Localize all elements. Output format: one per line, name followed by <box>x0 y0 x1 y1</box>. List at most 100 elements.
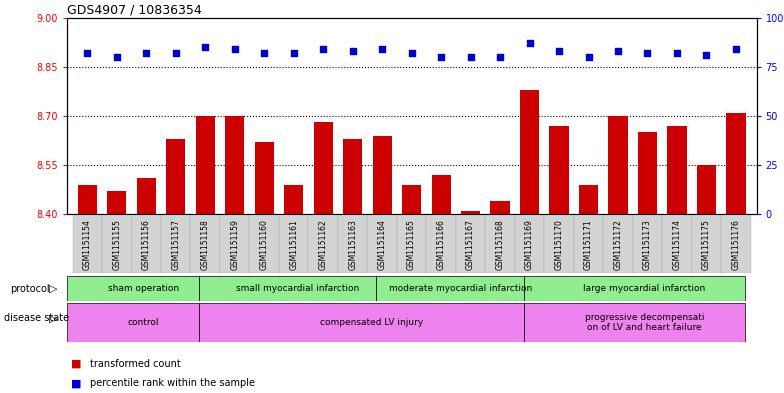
Bar <box>491 201 510 214</box>
Point <box>583 54 595 60</box>
Bar <box>136 178 156 214</box>
Bar <box>67 303 199 342</box>
Bar <box>191 215 220 273</box>
Bar <box>662 215 691 273</box>
Point <box>553 48 565 54</box>
Point <box>228 46 241 52</box>
Bar <box>107 191 126 214</box>
Point <box>523 40 535 46</box>
Bar <box>515 215 544 273</box>
Text: GSM1151170: GSM1151170 <box>554 220 564 270</box>
Point <box>169 50 182 56</box>
Bar <box>161 215 191 273</box>
Text: GSM1151154: GSM1151154 <box>83 220 92 270</box>
Point <box>288 50 300 56</box>
Bar <box>544 215 574 273</box>
Text: GSM1151163: GSM1151163 <box>348 220 358 270</box>
Text: GSM1151167: GSM1151167 <box>466 220 475 270</box>
Point <box>730 46 742 52</box>
Point <box>347 48 359 54</box>
Point <box>670 50 683 56</box>
Bar <box>456 215 485 273</box>
Text: sham operation: sham operation <box>107 284 179 293</box>
Bar <box>67 276 199 301</box>
Text: moderate myocardial infarction: moderate myocardial infarction <box>389 284 532 293</box>
Text: percentile rank within the sample: percentile rank within the sample <box>90 378 255 388</box>
Text: GSM1151166: GSM1151166 <box>437 220 445 270</box>
Bar <box>78 185 97 214</box>
Bar <box>132 215 161 273</box>
Bar <box>524 303 745 342</box>
Point <box>641 50 654 56</box>
Point <box>258 50 270 56</box>
Point <box>405 50 418 56</box>
Point <box>81 50 93 56</box>
Text: GSM1151164: GSM1151164 <box>378 220 387 270</box>
Bar <box>691 215 721 273</box>
Bar <box>249 215 279 273</box>
Text: GSM1151165: GSM1151165 <box>407 220 416 270</box>
Bar <box>461 211 480 214</box>
Bar <box>199 303 524 342</box>
Point <box>199 44 212 50</box>
Bar <box>196 116 215 214</box>
Bar <box>633 215 662 273</box>
Bar <box>520 90 539 214</box>
Bar <box>397 215 426 273</box>
Bar <box>608 116 627 214</box>
Text: GSM1151172: GSM1151172 <box>614 220 622 270</box>
Bar <box>426 215 456 273</box>
Bar <box>550 126 568 214</box>
Text: GSM1151171: GSM1151171 <box>584 220 593 270</box>
Bar <box>579 185 598 214</box>
Text: disease state: disease state <box>4 313 69 323</box>
Bar <box>73 215 102 273</box>
Point <box>612 48 624 54</box>
Text: small myocardial infarction: small myocardial infarction <box>237 284 360 293</box>
Text: GSM1151157: GSM1151157 <box>171 220 180 270</box>
Point <box>494 54 506 60</box>
Text: transformed count: transformed count <box>90 358 181 369</box>
Bar <box>726 113 746 214</box>
Bar <box>308 215 338 273</box>
Bar <box>220 215 249 273</box>
Bar <box>667 126 687 214</box>
Text: GSM1151159: GSM1151159 <box>230 220 239 270</box>
Text: ■: ■ <box>71 378 81 388</box>
Bar <box>343 139 362 214</box>
Text: GSM1151175: GSM1151175 <box>702 220 711 270</box>
Point <box>140 50 153 56</box>
Text: GSM1151168: GSM1151168 <box>495 220 505 270</box>
Text: GSM1151174: GSM1151174 <box>673 220 681 270</box>
Bar <box>338 215 368 273</box>
Text: compensated LV injury: compensated LV injury <box>320 318 423 327</box>
Bar <box>485 215 515 273</box>
Point <box>464 54 477 60</box>
Bar <box>372 136 392 214</box>
Text: control: control <box>128 318 159 327</box>
Bar <box>431 175 451 214</box>
Text: GSM1151162: GSM1151162 <box>318 220 328 270</box>
Bar <box>314 123 332 214</box>
Bar <box>255 142 274 214</box>
Text: ▷: ▷ <box>49 284 57 294</box>
Point <box>700 52 713 58</box>
Bar <box>574 215 603 273</box>
Text: GSM1151155: GSM1151155 <box>112 220 122 270</box>
Text: protocol: protocol <box>10 284 50 294</box>
Bar <box>402 185 421 214</box>
Bar <box>284 185 303 214</box>
Bar <box>279 215 308 273</box>
Text: GDS4907 / 10836354: GDS4907 / 10836354 <box>67 4 201 17</box>
Bar <box>524 276 745 301</box>
Text: ▷: ▷ <box>49 313 57 323</box>
Bar <box>225 116 245 214</box>
Point <box>376 46 388 52</box>
Text: GSM1151158: GSM1151158 <box>201 220 209 270</box>
Bar <box>638 132 657 214</box>
Text: ■: ■ <box>71 358 81 369</box>
Text: GSM1151173: GSM1151173 <box>643 220 652 270</box>
Text: GSM1151176: GSM1151176 <box>731 220 740 270</box>
Bar <box>102 215 132 273</box>
Bar <box>199 276 376 301</box>
